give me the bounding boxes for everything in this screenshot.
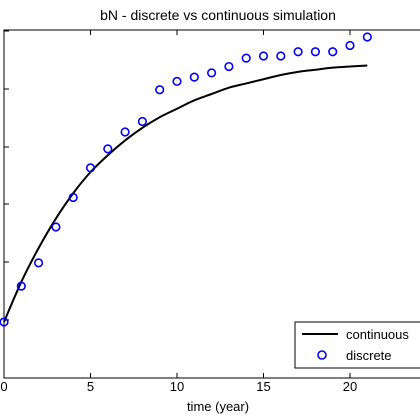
legend-discrete-marker (317, 350, 327, 360)
discrete-point (51, 222, 61, 232)
discrete-point (345, 40, 355, 51)
discrete-point (137, 116, 147, 127)
x-tick-label: 15 (256, 379, 270, 394)
discrete-point (189, 72, 199, 82)
x-tick-label: 10 (170, 379, 184, 394)
discrete-point (16, 281, 26, 291)
legend-continuous-label: continuous (346, 327, 409, 342)
legend-box (294, 321, 420, 369)
x-tick-label: 0 (0, 379, 7, 394)
discrete-point (172, 76, 182, 86)
discrete-point (33, 258, 44, 268)
discrete-point (120, 127, 130, 137)
discrete-point (310, 47, 321, 57)
discrete-point (0, 317, 9, 327)
x-axis-label: time (year) (187, 399, 249, 414)
legend: continuous discrete (294, 321, 420, 369)
discrete-point (362, 32, 372, 42)
discrete-point (293, 47, 303, 57)
discrete-point (328, 47, 338, 57)
discrete-point (103, 144, 113, 154)
plot-area (3, 29, 420, 379)
discrete-point (155, 85, 165, 95)
discrete-point (241, 53, 251, 63)
chart-title: bN - discrete vs continuous simulation (100, 7, 336, 23)
x-tick-label: 5 (87, 379, 94, 394)
discrete-point (276, 51, 286, 61)
series-layer (0, 32, 372, 327)
discrete-point (258, 51, 269, 61)
discrete-point (68, 192, 78, 203)
discrete-point (224, 61, 234, 72)
discrete-point (85, 163, 96, 173)
x-tick-label: 20 (343, 379, 357, 394)
continuous-series-line (3, 64, 368, 323)
discrete-point (207, 68, 217, 78)
legend-discrete-label: discrete (346, 348, 392, 363)
